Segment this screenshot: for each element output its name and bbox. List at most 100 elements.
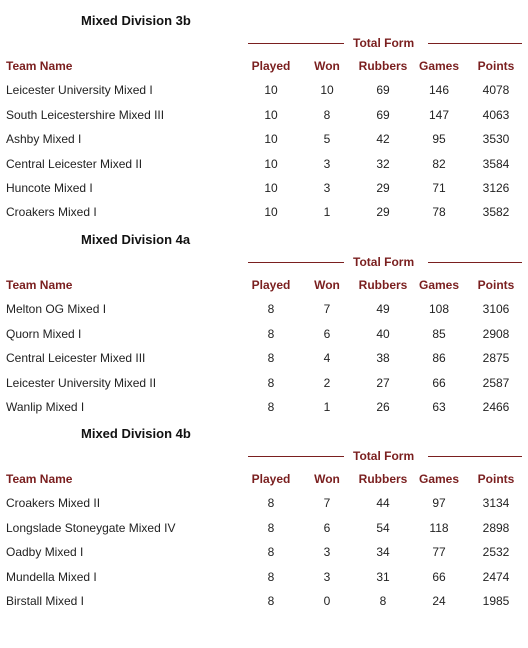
points-value: 4078 [482, 83, 510, 97]
divider-line [248, 262, 344, 263]
rubbers-value: 32 [376, 157, 390, 171]
team-name-header: Team Name [6, 59, 73, 73]
divider-line [248, 456, 344, 457]
points-header: Points [477, 472, 515, 486]
rubbers-value: 8 [379, 594, 387, 608]
rubbers-value: 27 [376, 376, 390, 390]
table-row: Huncote Mixed I 10 3 29 71 3126 [0, 181, 528, 197]
games-header: Games [418, 278, 460, 292]
points-value: 3584 [482, 157, 510, 171]
played-header: Played [251, 59, 291, 73]
played-value: 10 [264, 205, 278, 219]
played-value: 8 [267, 327, 275, 341]
rubbers-header: Rubbers [358, 278, 408, 292]
table-row: Croakers Mixed II 8 7 44 97 3134 [0, 496, 528, 512]
team-name: South Leicestershire Mixed III [6, 108, 165, 122]
total-form-header: Total Form [0, 449, 528, 465]
total-form-header: Total Form [0, 36, 528, 52]
division-title: Mixed Division 4b [81, 426, 191, 441]
games-value: 24 [432, 594, 446, 608]
played-header: Played [251, 278, 291, 292]
games-value: 118 [429, 521, 449, 535]
won-value: 1 [323, 205, 331, 219]
divider-line [428, 262, 522, 263]
team-name: Oadby Mixed I [6, 545, 84, 559]
points-value: 2875 [482, 351, 510, 365]
won-value: 3 [323, 157, 331, 171]
games-value: 85 [432, 327, 446, 341]
team-name: Melton OG Mixed I [6, 302, 107, 316]
rubbers-header: Rubbers [358, 472, 408, 486]
won-header: Won [314, 59, 340, 73]
rubbers-value: 40 [376, 327, 390, 341]
played-value: 8 [267, 545, 275, 559]
played-value: 8 [267, 594, 275, 608]
rubbers-value: 69 [376, 108, 390, 122]
played-value: 8 [267, 521, 275, 535]
played-header: Played [251, 472, 291, 486]
won-value: 8 [323, 108, 331, 122]
column-headers: Team Name Played Won Rubbers Games Point… [0, 59, 528, 75]
won-value: 1 [323, 400, 331, 414]
division-title: Mixed Division 3b [81, 13, 191, 28]
table-row: Ashby Mixed I 10 5 42 95 3530 [0, 132, 528, 148]
rubbers-value: 44 [376, 496, 390, 510]
team-name: Croakers Mixed I [6, 205, 97, 219]
team-name: Longslade Stoneygate Mixed IV [6, 521, 176, 535]
table-row: Mundella Mixed I 8 3 31 66 2474 [0, 570, 528, 586]
table-row: Birstall Mixed I 8 0 8 24 1985 [0, 594, 528, 610]
points-value: 3530 [482, 132, 510, 146]
games-value: 82 [432, 157, 446, 171]
team-name-header: Team Name [6, 472, 73, 486]
points-header: Points [477, 59, 515, 73]
team-name: Leicester University Mixed I [6, 83, 153, 97]
table-row: Croakers Mixed I 10 1 29 78 3582 [0, 205, 528, 221]
divider-line [248, 43, 344, 44]
team-name: Ashby Mixed I [6, 132, 82, 146]
won-value: 0 [323, 594, 331, 608]
total-form-label: Total Form [353, 36, 415, 50]
rubbers-value: 34 [376, 545, 390, 559]
rubbers-value: 42 [376, 132, 390, 146]
rubbers-value: 26 [376, 400, 390, 414]
games-value: 97 [432, 496, 446, 510]
points-value: 2898 [482, 521, 510, 535]
played-value: 10 [264, 83, 278, 97]
rubbers-header: Rubbers [358, 59, 408, 73]
won-value: 3 [323, 181, 331, 195]
played-value: 8 [267, 302, 275, 316]
divider-line [428, 456, 522, 457]
rubbers-value: 54 [376, 521, 390, 535]
won-value: 3 [323, 545, 331, 559]
table-row: Wanlip Mixed I 8 1 26 63 2466 [0, 400, 528, 416]
table-row: Leicester University Mixed I 10 10 69 14… [0, 83, 528, 99]
table-row: Oadby Mixed I 8 3 34 77 2532 [0, 545, 528, 561]
points-value: 3134 [482, 496, 510, 510]
won-header: Won [314, 472, 340, 486]
team-name: Birstall Mixed I [6, 594, 85, 608]
points-value: 2908 [482, 327, 510, 341]
games-value: 95 [432, 132, 446, 146]
played-value: 8 [267, 376, 275, 390]
points-value: 3106 [482, 302, 510, 316]
team-name: Mundella Mixed I [6, 570, 97, 584]
table-row: Longslade Stoneygate Mixed IV 8 6 54 118… [0, 521, 528, 537]
rubbers-value: 69 [376, 83, 390, 97]
games-value: 146 [428, 83, 450, 97]
won-value: 3 [323, 570, 331, 584]
games-value: 66 [432, 570, 446, 584]
played-value: 8 [267, 351, 275, 365]
played-value: 8 [267, 400, 275, 414]
won-value: 6 [323, 327, 331, 341]
points-value: 1985 [482, 594, 510, 608]
played-value: 10 [264, 132, 278, 146]
team-name: Central Leicester Mixed II [6, 157, 143, 171]
team-name: Huncote Mixed I [6, 181, 93, 195]
won-value: 7 [323, 302, 331, 316]
divider-line [428, 43, 522, 44]
total-form-label: Total Form [353, 449, 415, 463]
table-row: Central Leicester Mixed II 10 3 32 82 35… [0, 157, 528, 173]
won-value: 10 [320, 83, 334, 97]
points-header: Points [477, 278, 515, 292]
team-name: Central Leicester Mixed III [6, 351, 146, 365]
